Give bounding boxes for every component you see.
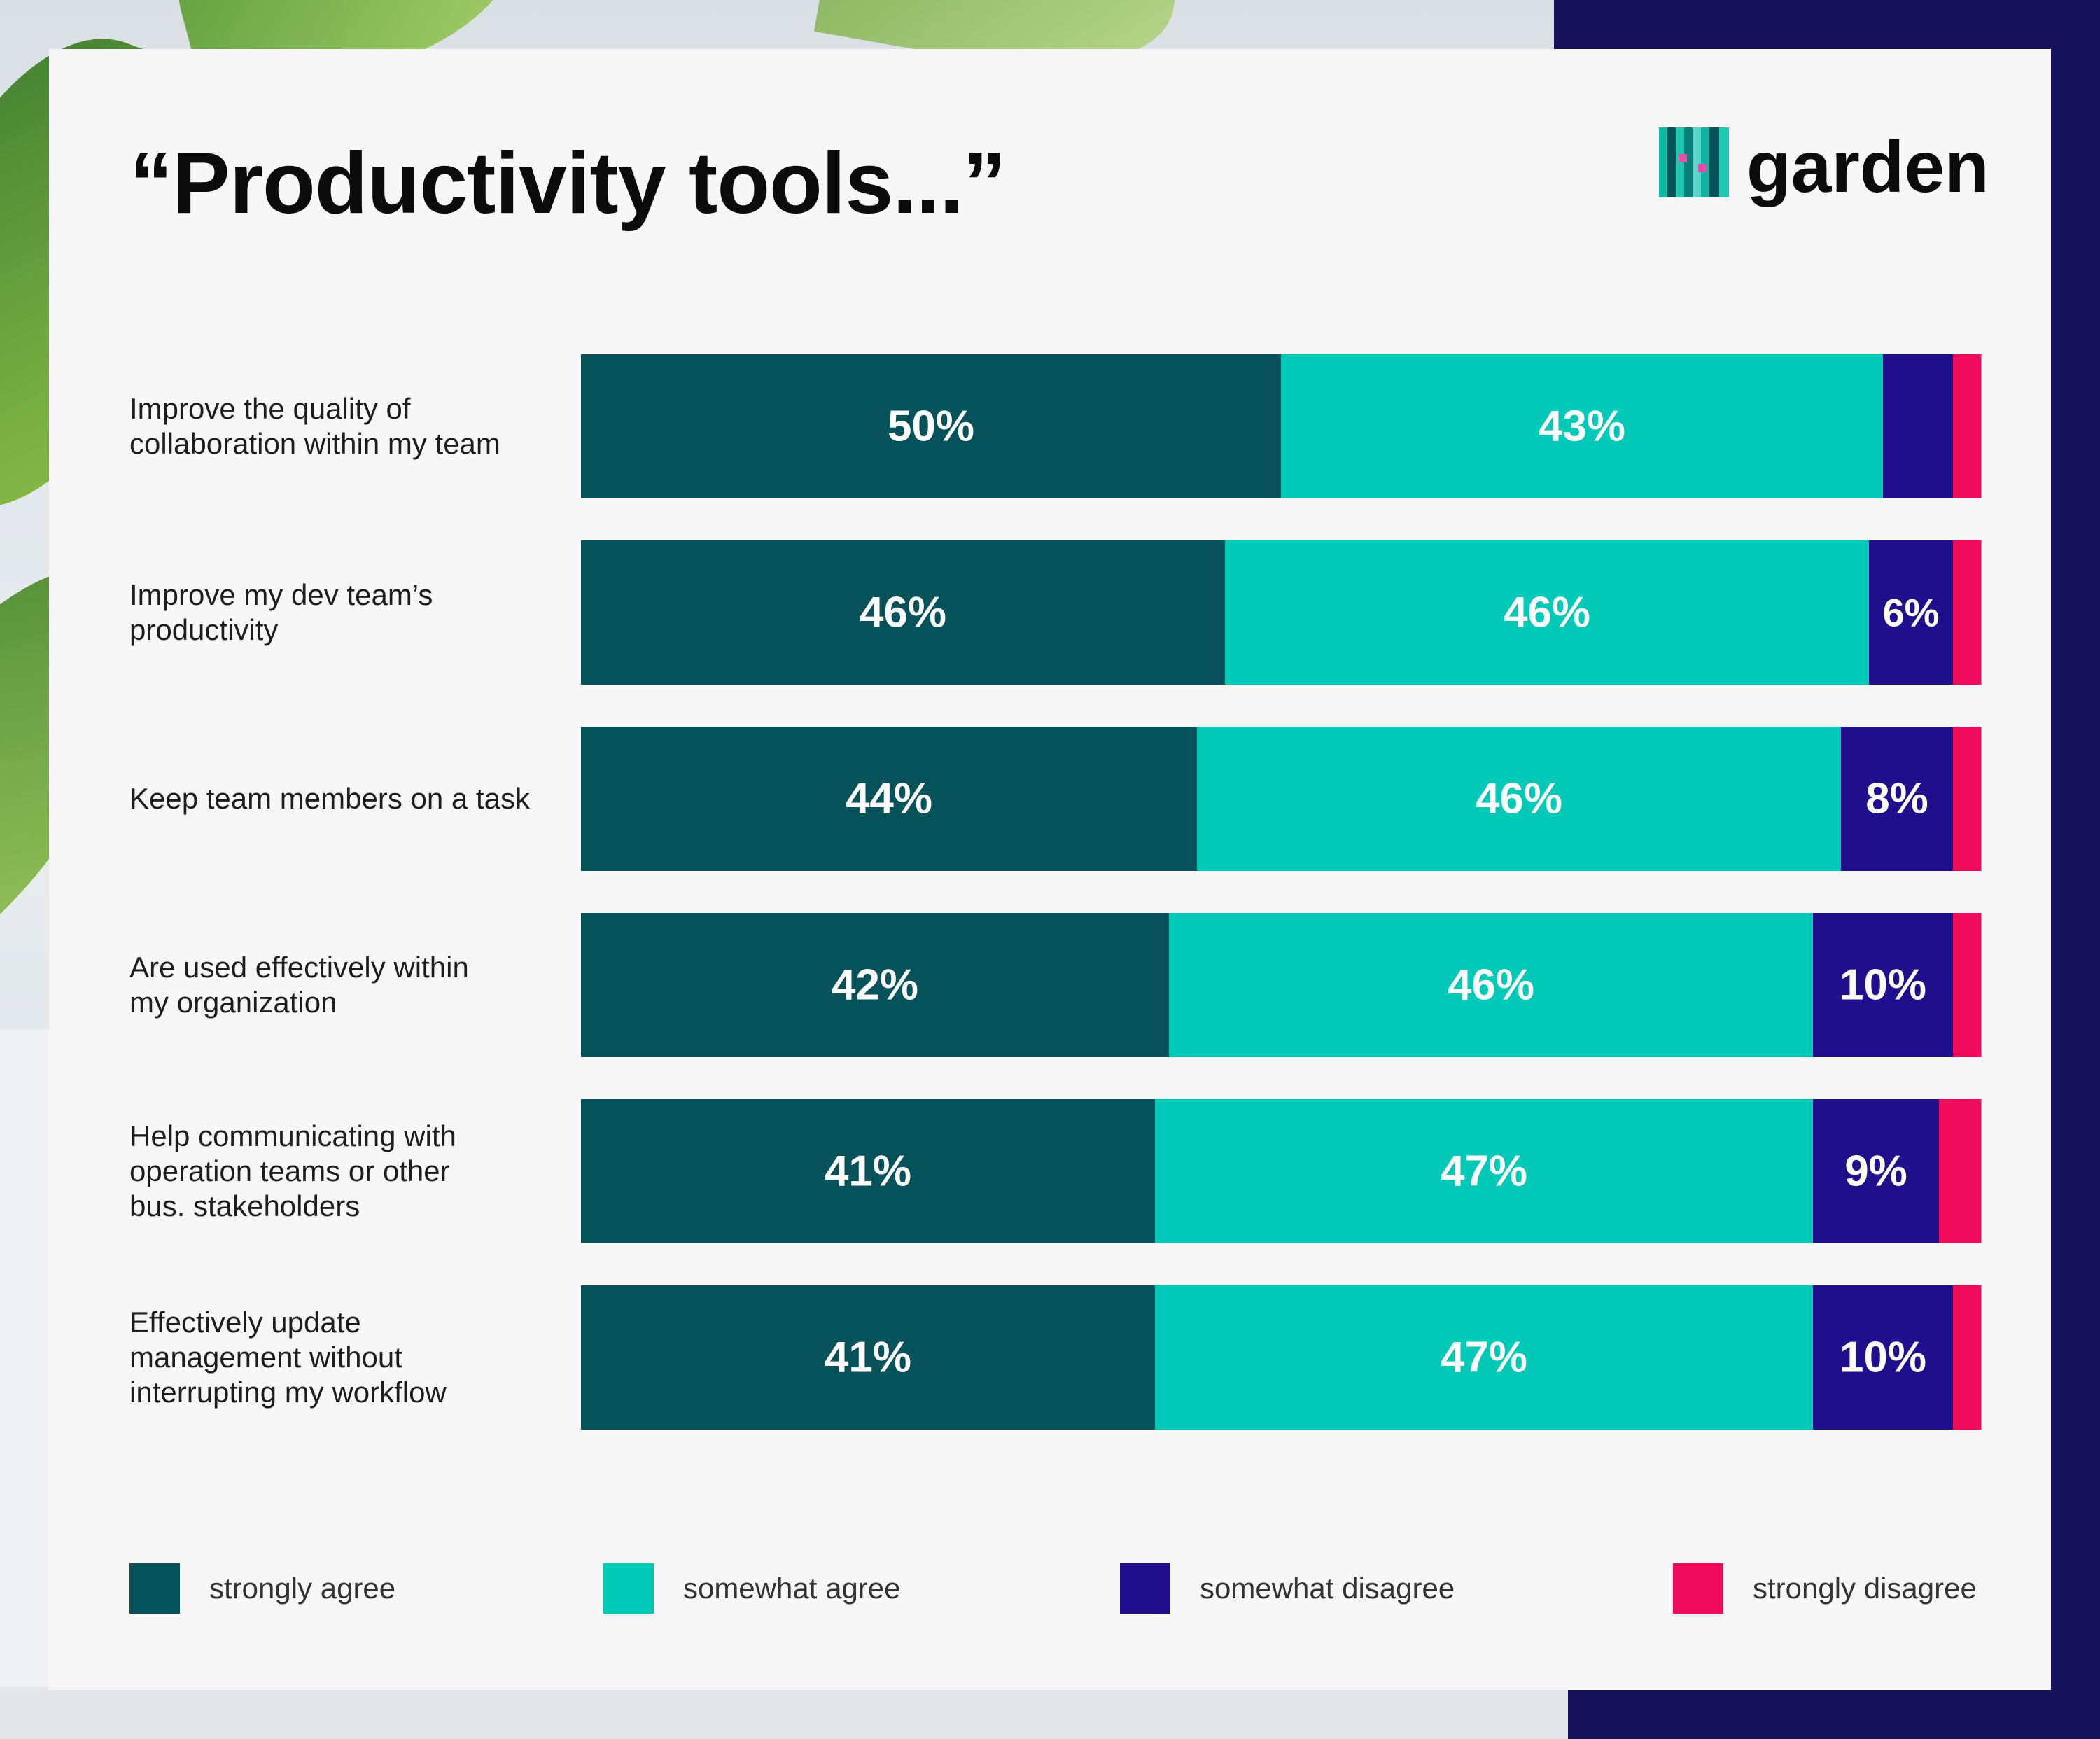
bar-segment-strongly-disagree (1939, 1099, 1982, 1243)
garden-logo-text: garden (1746, 127, 1989, 208)
bar-segment-somewhat-disagree (1841, 727, 1954, 871)
row-label-line: productivity (130, 613, 279, 646)
bar-segment-somewhat-disagree (1813, 1099, 1940, 1243)
bar-segment-somewhat-agree (1169, 913, 1814, 1057)
bar-segment-strongly-agree (581, 540, 1226, 685)
legend-label: strongly agree (209, 1572, 396, 1605)
row-label: Effectively update management without inte… (130, 1305, 620, 1410)
chart-card: “Productivity tools...” garden Improve t… (49, 49, 2051, 1690)
row-label-line: interrupting my workflow (130, 1376, 447, 1409)
bar-data-label: 8% (1865, 775, 1928, 823)
legend-label: strongly disagree (1753, 1572, 1977, 1605)
legend-swatch (130, 1563, 180, 1614)
bar-segment-strongly-agree (581, 1099, 1156, 1243)
bar-segment-strongly-disagree (1953, 727, 1982, 871)
bar-data-label: 46% (860, 589, 946, 637)
row-label-line: Are used effectively within (130, 951, 469, 984)
bar-segment-somewhat-agree (1155, 1285, 1814, 1430)
bar-data-label: 46% (1448, 961, 1534, 1010)
bar-segment-strongly-agree (581, 727, 1198, 871)
row-label: Improve the quality of collaboration with… (130, 391, 620, 461)
garden-logo: garden (1659, 127, 1995, 225)
bar-data-label: 41% (825, 1147, 911, 1196)
stacked-bar-chart: 50% 43% 46% 46% 6% 44% 46% 8% 42% 46% 10% 41% 47% 9% 4… (581, 354, 1982, 1430)
bar-segment-strongly-disagree (1953, 913, 1982, 1057)
bar-data-label: 50% (888, 403, 974, 451)
legend-swatch (1120, 1563, 1170, 1614)
bar-segment-strongly-disagree (1953, 540, 1982, 685)
bar-data-label: 46% (1476, 775, 1562, 823)
row-label: Keep team members on a task (130, 781, 620, 816)
bar-segment-somewhat-disagree (1813, 1285, 1954, 1430)
row-label: Improve my dev team’s productivity (130, 578, 620, 648)
bar-data-label: 9% (1844, 1147, 1907, 1196)
bar-segment-somewhat-agree (1155, 1099, 1814, 1243)
legend-swatch (1673, 1563, 1723, 1614)
bar-segment-somewhat-disagree (1869, 540, 1954, 685)
row-label: Help communicating with operation teams o… (130, 1119, 620, 1224)
bar-data-label: 44% (846, 775, 932, 823)
bar-data-label: 10% (1840, 1334, 1926, 1382)
row-label-line: Keep team members on a task (130, 782, 530, 815)
bar-data-label: 42% (832, 961, 918, 1010)
row-label-line: Improve my dev team’s (130, 578, 433, 611)
bar-data-label: 47% (1441, 1147, 1527, 1196)
garden-logo-icon (1659, 127, 1729, 197)
bar-data-label: 6% (1883, 591, 1940, 635)
bar-segment-strongly-agree (581, 1285, 1156, 1430)
bar-segment-somewhat-agree (1197, 727, 1842, 871)
row-label-line: operation teams or other (130, 1154, 450, 1187)
plant-pot (0, 1029, 56, 1739)
bar-segment-strongly-agree (581, 354, 1282, 498)
row-label-line: Improve the quality of (130, 392, 411, 425)
bar-data-label: 46% (1504, 589, 1590, 637)
bar-segment-strongly-disagree (1953, 354, 1982, 498)
bar-segment-strongly-disagree (1953, 1285, 1982, 1430)
row-label: Are used effectively within my organizati… (130, 950, 620, 1020)
legend-label: somewhat agree (683, 1572, 901, 1605)
bar-segment-strongly-agree (581, 913, 1170, 1057)
bar-segment-somewhat-agree (1281, 354, 1884, 498)
row-label-line: my organization (130, 986, 337, 1019)
bar-segment-somewhat-disagree (1813, 913, 1954, 1057)
row-label-line: collaboration within my team (130, 427, 500, 460)
bar-data-label: 10% (1840, 961, 1926, 1010)
background-floor (0, 1687, 1568, 1739)
row-label-line: bus. stakeholders (130, 1189, 360, 1222)
bar-segment-somewhat-disagree (1883, 354, 1954, 498)
row-label-line: Help communicating with (130, 1119, 456, 1152)
chart-title: “Productivity tools...” (130, 135, 1007, 232)
legend-swatch (603, 1563, 654, 1614)
bar-segment-somewhat-agree (1225, 540, 1870, 685)
row-label-line: Effectively update (130, 1306, 361, 1339)
bar-data-label: 41% (825, 1334, 911, 1382)
bar-data-label: 43% (1539, 403, 1625, 451)
row-label-line: management without (130, 1341, 402, 1374)
bar-data-label: 47% (1441, 1334, 1527, 1382)
legend-label: somewhat disagree (1200, 1572, 1455, 1605)
